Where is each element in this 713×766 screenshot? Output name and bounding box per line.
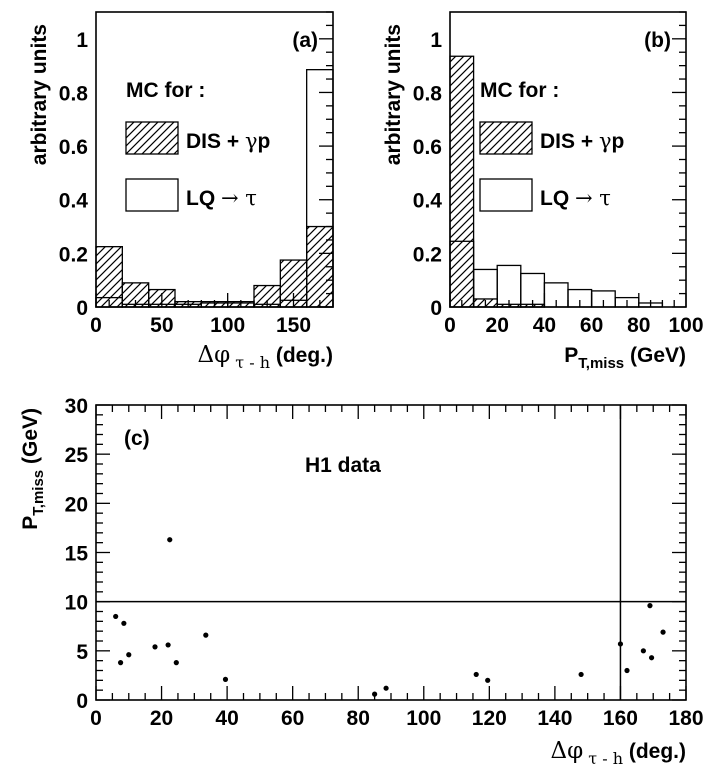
legend-label-hatched: DIS + γp xyxy=(186,129,270,153)
data-point-16 xyxy=(624,667,630,674)
y-tick-label: 30 xyxy=(65,395,88,418)
x-tick-label: 50 xyxy=(150,314,173,337)
x-tick-label: 100 xyxy=(668,314,703,337)
panel-tag: (b) xyxy=(644,29,671,52)
plot-frame xyxy=(95,404,687,701)
plot-frame xyxy=(449,11,687,308)
x-tick-label: 80 xyxy=(627,314,650,337)
panel-tag: (c) xyxy=(124,427,150,450)
x-tick-label: 20 xyxy=(486,314,509,337)
data-point-3 xyxy=(126,652,132,658)
legend-label-open: LQ → τ xyxy=(540,186,611,210)
y-tick-label: 0 xyxy=(76,690,88,713)
data-point-4 xyxy=(152,644,158,650)
y-tick-label: 1 xyxy=(430,29,442,52)
y-tick-label: 0 xyxy=(76,297,88,320)
y-tick-label: 0 xyxy=(430,297,442,320)
bar-hatched-0 xyxy=(449,55,475,308)
panel-tag: (a) xyxy=(292,29,318,52)
x-tick-label: 140 xyxy=(537,707,572,730)
data-point-12 xyxy=(473,671,479,678)
y-tick-label: 0.4 xyxy=(413,190,443,213)
y-tick-label: 0.4 xyxy=(59,190,89,213)
x-tick-label: 100 xyxy=(210,314,245,337)
data-point-1 xyxy=(117,660,124,666)
x-tick-label: 60 xyxy=(580,314,603,337)
data-point-7 xyxy=(173,660,179,666)
x-tick-label: 180 xyxy=(668,707,703,730)
y-tick-label: 15 xyxy=(65,543,89,566)
data-point-14 xyxy=(578,671,584,678)
legend-swatch-hatched xyxy=(479,121,533,155)
data-point-8 xyxy=(203,632,209,638)
data-point-13 xyxy=(485,677,491,683)
data-point-10 xyxy=(372,691,378,697)
legend-swatch-open xyxy=(479,178,533,212)
data-point-15 xyxy=(617,641,624,647)
y-axis-label: arbitrary units xyxy=(382,24,405,165)
data-point-11 xyxy=(383,685,389,691)
data-point-20 xyxy=(660,629,666,635)
legend-header: MC for : xyxy=(480,79,559,102)
data-point-19 xyxy=(648,655,655,661)
y-tick-label: 1 xyxy=(76,29,88,52)
x-tick-label: 40 xyxy=(215,707,238,730)
y-tick-label: 25 xyxy=(65,444,89,467)
legend-label-open: LQ → τ xyxy=(186,186,257,210)
x-axis-label: Δφ τ - h (deg.) xyxy=(197,342,333,372)
legend-swatch-open xyxy=(125,178,179,212)
x-tick-label: 120 xyxy=(472,707,507,730)
y-tick-label: 0.8 xyxy=(413,82,443,105)
y-tick-label: 0.2 xyxy=(59,243,88,266)
data-point-9 xyxy=(222,676,229,682)
panel-a-histogram: 0 0.2 0.4 0.6 0.8 1 0 50 100 150 arbitrary units (a… xyxy=(28,11,334,372)
y-tick-label: 0.2 xyxy=(413,243,442,266)
panel-b-histogram: 0 0.2 0.4 0.6 0.8 1 0 20 40 60 80 100 arbitrary unit… xyxy=(382,11,704,372)
x-tick-label: 0 xyxy=(90,314,102,337)
x-tick-label: 60 xyxy=(281,707,304,730)
legend-header: MC for : xyxy=(126,79,205,102)
x-tick-label: 40 xyxy=(533,314,556,337)
data-point-5 xyxy=(165,642,171,648)
x-axis-label: Δφ τ - h (deg.) xyxy=(550,738,686,766)
chart-title: H1 data xyxy=(305,454,381,477)
y-tick-label: 10 xyxy=(65,592,88,615)
y-tick-label: 0.6 xyxy=(59,136,88,159)
y-tick-label: 0.8 xyxy=(59,82,89,105)
y-tick-label: 5 xyxy=(76,641,88,664)
x-tick-label: 160 xyxy=(603,707,638,730)
x-tick-label: 0 xyxy=(444,314,456,337)
x-axis-label: PT,miss (GeV) xyxy=(564,344,686,372)
data-point-6 xyxy=(167,537,173,543)
y-axis-label: arbitrary units xyxy=(28,24,51,165)
data-point-18 xyxy=(647,603,653,609)
data-point-17 xyxy=(640,648,646,654)
x-tick-label: 80 xyxy=(347,707,370,730)
legend-label-hatched: DIS + γp xyxy=(540,129,624,153)
y-tick-label: 20 xyxy=(65,493,88,516)
legend-swatch-hatched xyxy=(125,121,179,155)
x-tick-label: 150 xyxy=(276,314,311,337)
x-tick-label: 20 xyxy=(150,707,173,730)
x-tick-label: 0 xyxy=(90,707,102,730)
panel-c-scatter: 0 5 10 15 20 25 30 0 20 40 60 80 100 120 140 160 180 (c) H… xyxy=(19,395,704,766)
y-tick-label: 0.6 xyxy=(413,136,442,159)
x-tick-label: 100 xyxy=(406,707,441,730)
data-point-2 xyxy=(121,620,127,626)
y-axis-label: PT,miss (GeV) xyxy=(19,408,47,530)
data-point-0 xyxy=(113,613,119,620)
